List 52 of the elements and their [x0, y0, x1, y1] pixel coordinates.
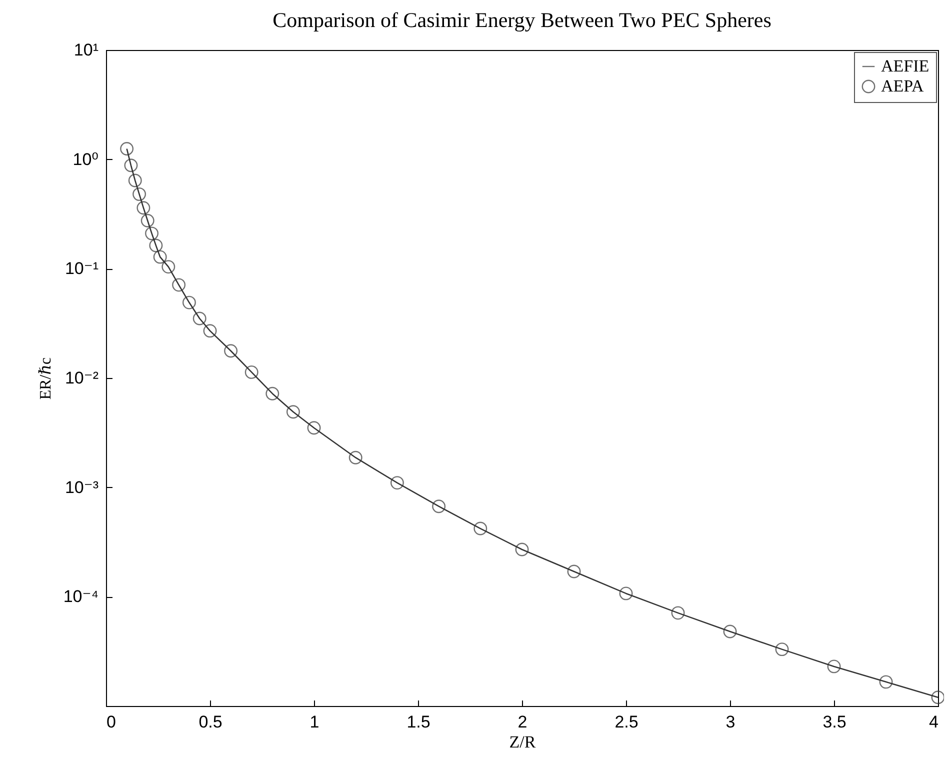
point — [136, 201, 150, 215]
point — [390, 476, 404, 490]
x-tick-label: 0.5 — [198, 712, 222, 732]
point — [153, 250, 167, 264]
point — [132, 187, 146, 201]
point — [286, 405, 300, 419]
y-tick-label: 10⁻¹ — [64, 259, 99, 278]
x-tick-label: 3.5 — [822, 712, 846, 732]
point — [879, 675, 893, 689]
point — [120, 142, 134, 156]
point — [128, 174, 142, 188]
y-tick-label: 10⁻⁴ — [63, 587, 98, 606]
point — [124, 158, 138, 172]
legend-label: AEPA — [881, 76, 925, 96]
point — [432, 500, 446, 514]
point — [567, 564, 581, 578]
y-tick-label: 10⁰ — [72, 150, 99, 169]
point — [931, 690, 944, 704]
point — [266, 386, 280, 400]
x-tick-label: 2.5 — [614, 712, 638, 732]
point — [244, 365, 258, 379]
point — [619, 586, 633, 600]
x-tick-label: 0 — [106, 712, 116, 732]
legend-label: AEFIE — [881, 56, 930, 76]
point — [224, 344, 238, 358]
point — [307, 421, 321, 435]
point — [348, 450, 362, 464]
y-tick-label: 10⁻³ — [64, 478, 99, 497]
y-tick-label: 10⁻² — [64, 368, 99, 388]
y-axis-title: ER/ℏc — [37, 357, 54, 400]
point — [671, 606, 685, 620]
x-tick-label: 2 — [518, 712, 528, 732]
x-tick-label: 1.5 — [406, 712, 430, 732]
point — [723, 624, 737, 638]
point — [140, 214, 154, 228]
x-tick-label: 3 — [726, 712, 736, 732]
point — [149, 238, 163, 252]
point — [192, 312, 206, 326]
point — [182, 296, 196, 310]
point — [515, 542, 529, 556]
point — [145, 226, 158, 240]
point — [827, 660, 841, 674]
point — [162, 260, 176, 274]
point — [775, 642, 789, 656]
x-tick-label: 1 — [310, 712, 320, 732]
point — [203, 324, 217, 338]
chart-title: Comparison of Casimir Energy Between Two PEC Spheres — [272, 8, 772, 32]
x-tick-label: 4 — [929, 712, 938, 732]
point — [172, 278, 186, 292]
x-axis-title: Z/R — [509, 732, 536, 752]
point — [474, 522, 488, 536]
y-tick-label: 10¹ — [74, 40, 99, 60]
